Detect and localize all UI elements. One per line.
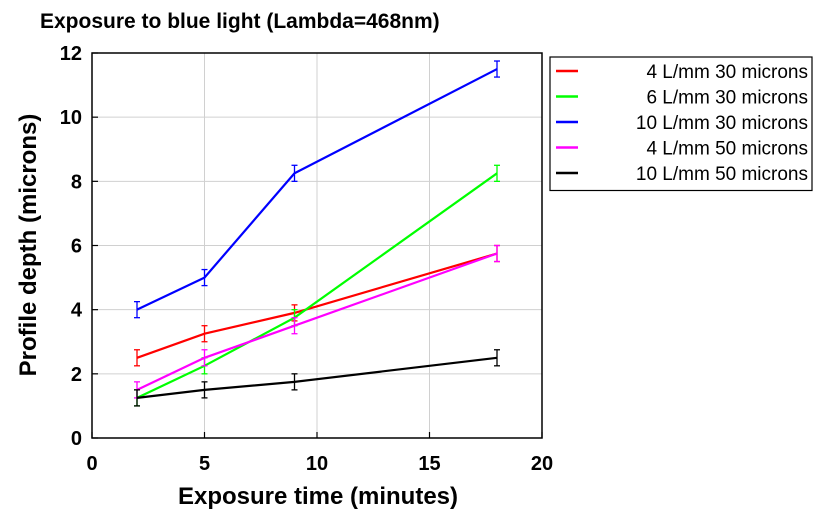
legend-item: 4 L/mm 30 microns	[556, 62, 808, 83]
error-bar	[494, 60, 500, 78]
series-3	[134, 244, 500, 399]
series-2	[134, 60, 500, 319]
x-tick-label: 15	[418, 453, 440, 475]
series-line	[136, 252, 498, 391]
series-line	[136, 252, 498, 359]
legend-item: 4 L/mm 50 microns	[556, 139, 808, 160]
error-bar	[134, 349, 140, 367]
error-bar	[201, 325, 208, 343]
error-bar	[291, 373, 298, 391]
y-tick-label: 4	[71, 300, 83, 322]
error-bar	[201, 268, 208, 287]
y-axis-label: Profile depth (microns)	[15, 114, 42, 377]
chart-title: Exposure to blue light (Lambda=468nm)	[40, 10, 440, 33]
legend-label: 10 L/mm 30 microns	[636, 113, 808, 134]
legend-label: 4 L/mm 30 microns	[646, 62, 808, 83]
grid-lines	[92, 53, 542, 438]
error-bar	[494, 244, 500, 263]
error-bar	[494, 164, 500, 182]
y-tick-label: 0	[71, 428, 82, 450]
y-tick-label: 6	[71, 236, 82, 258]
y-tick-label: 10	[60, 107, 82, 129]
y-tick-label: 2	[71, 364, 82, 386]
legend-item: 6 L/mm 30 microns	[556, 88, 808, 109]
series-line	[136, 356, 498, 399]
legend-item: 10 L/mm 30 microns	[556, 113, 808, 134]
y-tick-label: 12	[60, 43, 82, 65]
legend-label: 6 L/mm 30 microns	[646, 88, 808, 109]
error-bar	[201, 381, 208, 399]
x-axis-label: Exposure time (minutes)	[178, 483, 458, 510]
x-tick-label: 0	[86, 453, 97, 475]
x-tick-label: 5	[199, 453, 210, 475]
error-bar	[134, 300, 140, 319]
error-bar	[494, 349, 500, 367]
x-tick-label: 20	[531, 453, 553, 475]
series-4	[134, 349, 500, 407]
axis-ticks: 0 5 10 15 20 0 2 4 6 8 10 12	[60, 43, 553, 475]
legend: 4 L/mm 30 microns 6 L/mm 30 microns 10 L/m…	[549, 56, 813, 192]
legend-label: 4 L/mm 50 microns	[646, 139, 808, 160]
y-tick-label: 8	[71, 171, 82, 193]
series-group	[134, 60, 500, 407]
error-bar	[291, 317, 298, 335]
error-bar	[134, 389, 140, 407]
x-tick-label: 10	[306, 453, 328, 475]
legend-item: 10 L/mm 50 microns	[556, 164, 808, 185]
error-bar	[201, 349, 208, 367]
legend-box	[549, 56, 813, 192]
legend-label: 10 L/mm 50 microns	[636, 164, 808, 185]
error-bar	[291, 164, 298, 182]
series-line	[136, 68, 498, 311]
